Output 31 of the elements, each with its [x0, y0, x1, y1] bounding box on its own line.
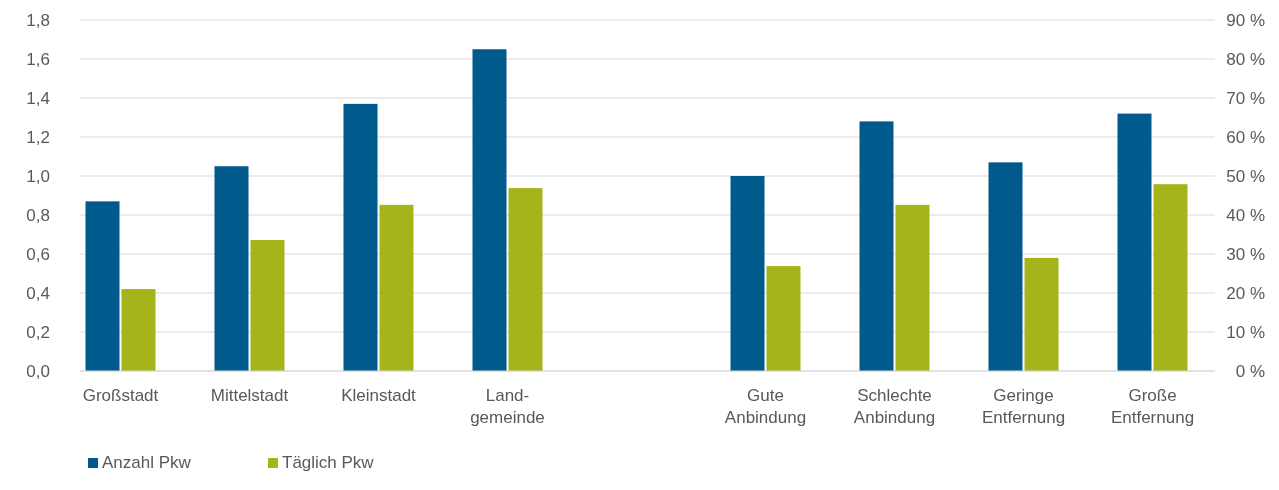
y2-tick-label: 60 % [1226, 127, 1265, 147]
x-tick-label: Schlechte Anbindung [853, 386, 936, 427]
y-tick-label: 1,6 [26, 49, 50, 69]
legend-label: Anzahl Pkw [102, 453, 192, 472]
y2-tick-label: 90 % [1226, 10, 1265, 30]
x-tick-label: Mittelstadt [210, 386, 289, 405]
y-tick-label: 1,4 [26, 88, 50, 108]
y2-tick-label: 0 % [1235, 361, 1265, 381]
bar [85, 201, 120, 371]
y-tick-label: 0,8 [26, 205, 50, 225]
y2-tick-label: 80 % [1226, 49, 1265, 69]
y2-tick-label: 20 % [1226, 283, 1265, 303]
x-tick-label: Geringe Entfernung [981, 386, 1066, 427]
y2-tick-label: 30 % [1226, 244, 1265, 264]
x-tick-label: Land- gemeinde [470, 386, 545, 427]
y-tick-label: 0,2 [26, 322, 50, 342]
x-tick-label: Große Entfernung [1110, 386, 1195, 427]
y-tick-label: 1,2 [26, 127, 50, 147]
y-tick-label: 1,8 [26, 10, 50, 30]
x-tick-label: Kleinstadt [341, 386, 417, 405]
y2-tick-label: 70 % [1226, 88, 1265, 108]
legend-label: Täglich Pkw [282, 453, 375, 472]
y-tick-label: 0,6 [26, 244, 50, 264]
y-tick-label: 0,0 [26, 361, 50, 381]
x-tick-label: Gute Anbindung [724, 386, 807, 427]
y-tick-label: 0,4 [26, 283, 50, 303]
y2-tick-label: 10 % [1226, 322, 1265, 342]
y-tick-label: 1,0 [26, 166, 50, 186]
y2-tick-label: 50 % [1226, 166, 1265, 186]
x-tick-label: Großstadt [82, 386, 159, 405]
y2-tick-label: 40 % [1226, 205, 1265, 225]
